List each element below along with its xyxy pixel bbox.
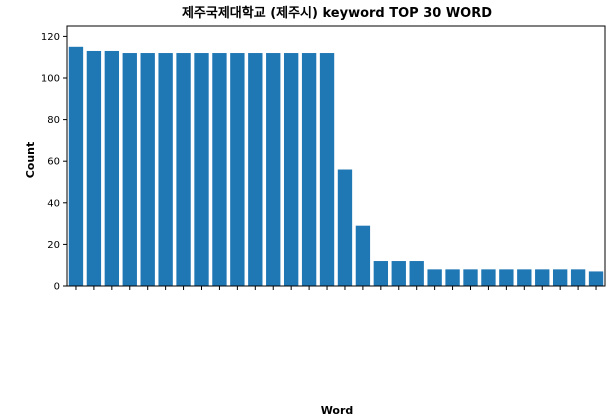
bar <box>552 269 568 286</box>
bars-group <box>68 46 604 287</box>
bar <box>535 269 550 286</box>
bar <box>445 269 460 286</box>
y-axis-ticks: 0 20 40 60 80 100 120 <box>41 32 67 293</box>
bar <box>194 53 209 286</box>
bar <box>122 53 137 286</box>
y-tick-label: 0 <box>54 282 60 293</box>
y-tick-label: 100 <box>41 74 60 85</box>
x-axis-ticks <box>75 286 597 290</box>
bar <box>319 53 335 286</box>
y-tick-label: 120 <box>41 32 60 43</box>
bar <box>337 169 353 286</box>
bar <box>499 269 514 286</box>
y-axis-label: Count <box>24 142 37 179</box>
bar <box>158 53 173 286</box>
y-tick-label: 80 <box>47 115 60 126</box>
bar <box>588 271 604 286</box>
bar <box>355 225 371 286</box>
bar <box>301 53 317 286</box>
plot-frame <box>66 25 606 287</box>
bar <box>391 261 406 286</box>
bar <box>283 53 299 286</box>
bar <box>86 50 102 287</box>
chart-title: 제주국제대학교 (제주시) keyword TOP 30 WORD <box>182 5 492 21</box>
x-axis-label: Word <box>321 404 354 417</box>
bar <box>230 53 245 286</box>
bar <box>140 53 155 286</box>
bar <box>176 53 191 286</box>
bar <box>266 53 281 286</box>
bar <box>104 50 120 287</box>
bar <box>481 269 496 286</box>
bar <box>212 53 227 286</box>
bar <box>248 53 263 286</box>
bar <box>517 269 532 286</box>
bar <box>570 269 586 286</box>
y-tick-label: 20 <box>47 240 60 251</box>
y-tick-label: 60 <box>47 157 60 168</box>
bar <box>373 261 389 286</box>
y-tick-label: 40 <box>47 198 60 209</box>
bar <box>409 261 424 286</box>
bar <box>68 46 84 286</box>
bar <box>463 269 478 286</box>
bar <box>427 269 442 286</box>
